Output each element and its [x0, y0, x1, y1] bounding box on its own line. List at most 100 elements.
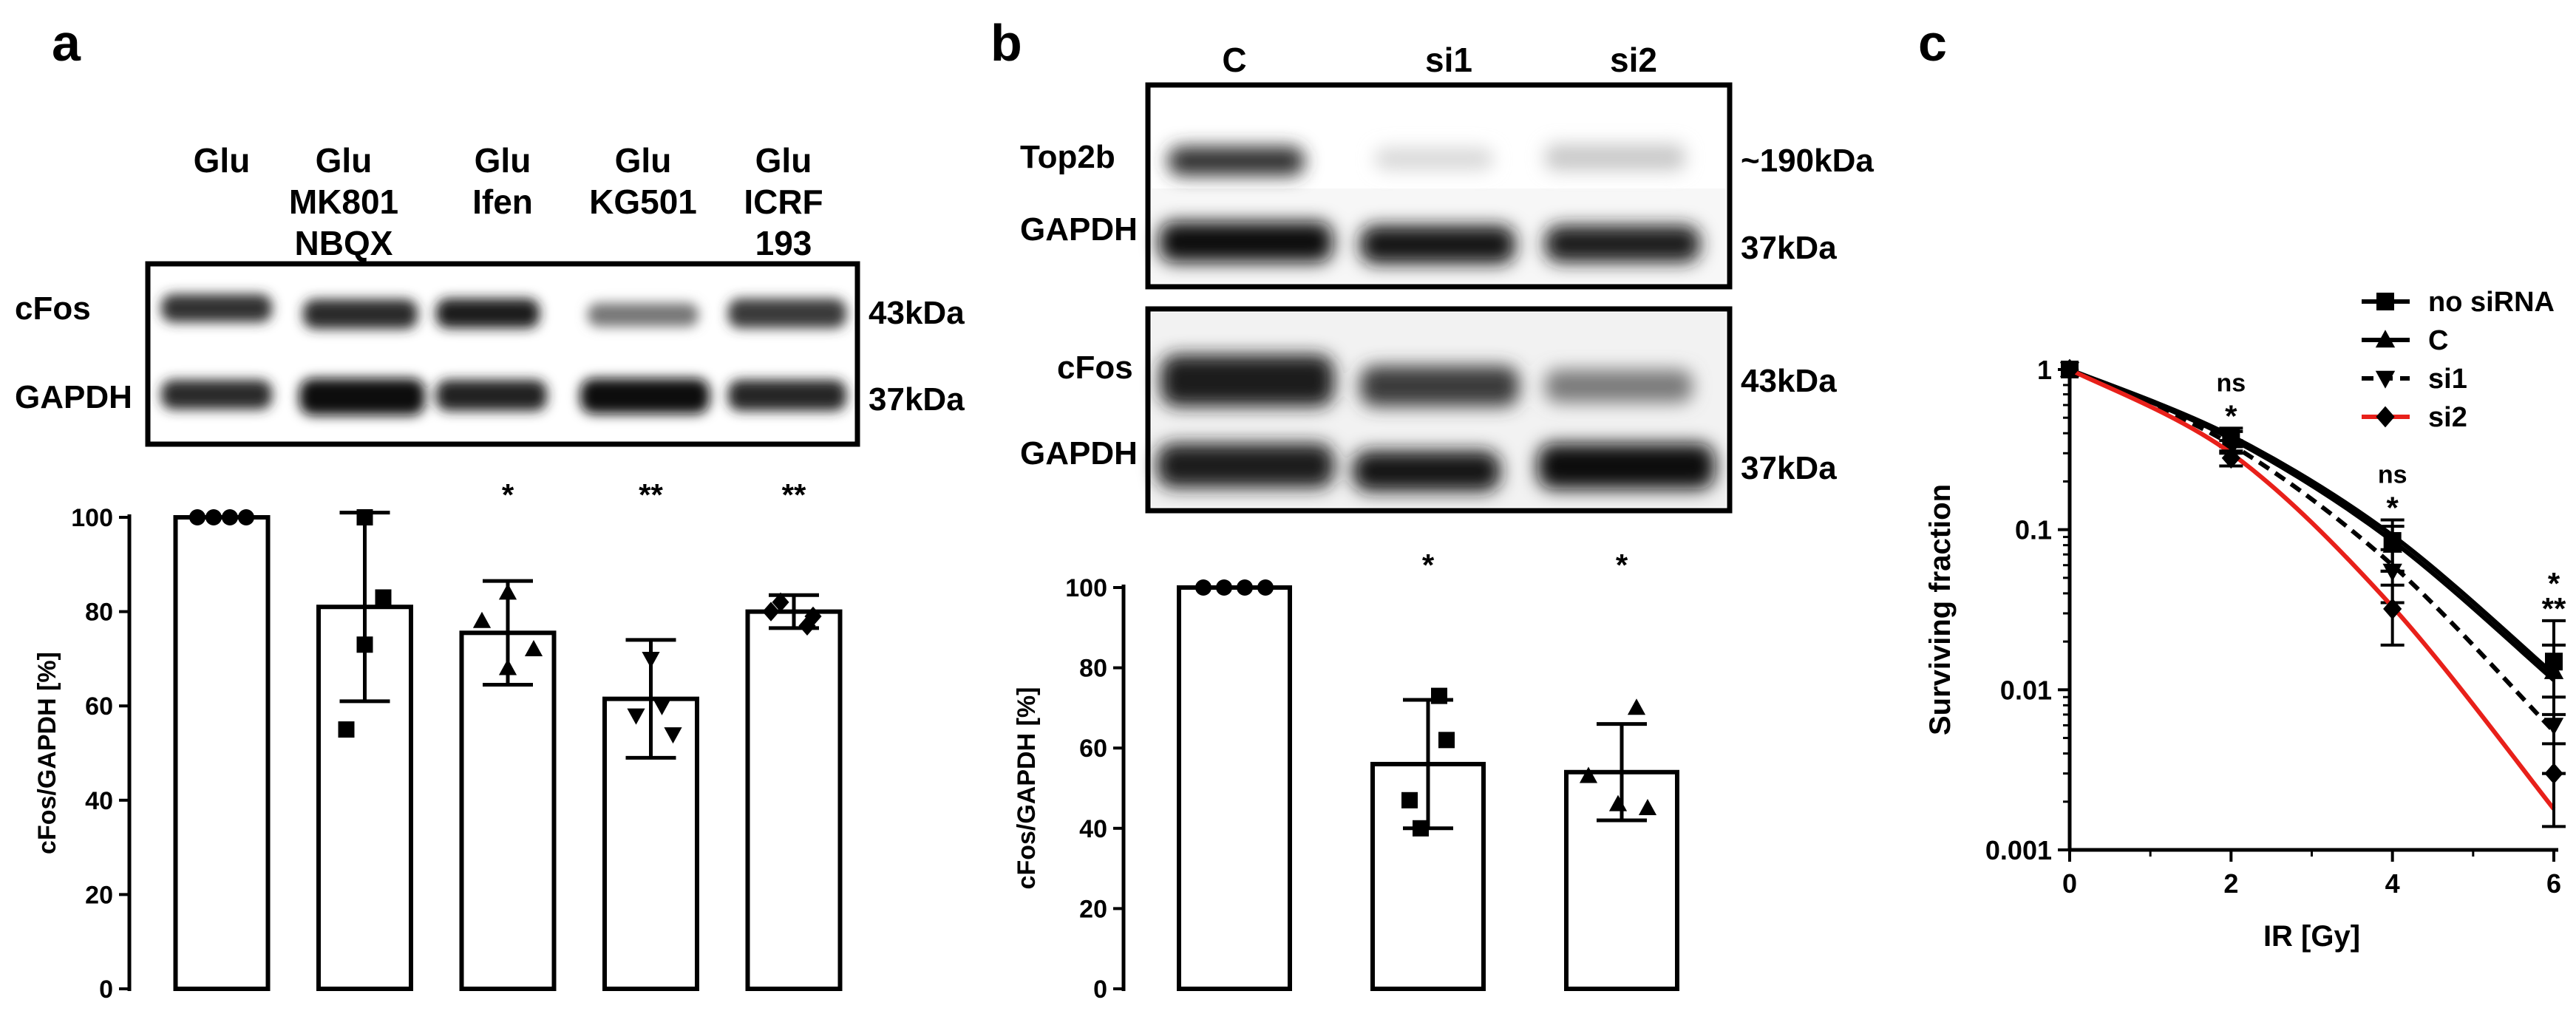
y-tick-label: 40 [1079, 815, 1107, 843]
lane-label-line: MK801 [289, 183, 398, 221]
data-point [338, 721, 355, 738]
significance-label: ** [782, 477, 806, 512]
significance-label: ** [2542, 591, 2566, 626]
y-tick-label: 0 [1093, 976, 1107, 1004]
bar [745, 609, 843, 991]
data-point [2383, 598, 2402, 620]
y-tick-label: 0.01 [2000, 675, 2052, 705]
legend-label: si1 [2428, 364, 2467, 395]
significance-label: ns [2378, 461, 2407, 489]
lane-label-a-1: Glu [194, 141, 251, 180]
data-point [1627, 698, 1646, 715]
x-tick-label: 4 [2385, 868, 2400, 899]
data-point [2543, 718, 2564, 736]
data-point [627, 708, 645, 725]
lane-label-line: ICRF [744, 183, 823, 221]
legend-marker [2376, 406, 2395, 428]
data-point [1195, 579, 1211, 596]
lane-label-line: 193 [755, 224, 812, 262]
x-tick-label: 2 [2223, 868, 2238, 899]
y-tick-label: 20 [85, 881, 113, 909]
data-point [472, 611, 492, 628]
panel-letter-c: c [1918, 14, 1947, 72]
data-point [1216, 579, 1232, 596]
data-point [356, 636, 373, 653]
significance-label: ns [2216, 369, 2246, 397]
y-tick-label: 60 [1079, 735, 1107, 763]
data-point [1579, 766, 1598, 783]
survival-chart-c: 1 0.1 0.01 0.001 0 2 4 6 IR [Gy] Surviving fracti… [1924, 287, 2566, 953]
x-axis-title: IR [Gy] [2263, 920, 2360, 953]
data-point [2544, 763, 2563, 785]
significance-label: * [2548, 566, 2560, 601]
y-tick-label: 80 [1079, 655, 1107, 683]
y-tick-label: 100 [1065, 574, 1107, 602]
panel-b-lane-labels: C si1 si2 [1222, 41, 1657, 79]
blot-row-label-a-cfos: cFos [15, 290, 91, 327]
fit-curve [2068, 367, 2556, 811]
data-point [238, 509, 254, 525]
data-point [1438, 732, 1455, 749]
kda-label-b-37-1: 37kDa [1741, 230, 1837, 266]
y-axis-title: cFos/GAPDH [%] [1013, 687, 1041, 890]
data-point [1431, 687, 1447, 704]
panel-letter-b: b [990, 14, 1022, 72]
y-tick-label: 60 [85, 692, 113, 721]
x-tick-label: 6 [2546, 868, 2561, 899]
data-point [2060, 358, 2079, 381]
data-point [2543, 661, 2564, 679]
lane-label-a-3: Glu Ifen [472, 141, 533, 221]
kda-label-a-43: 43kDa [869, 295, 965, 331]
significance-label: ** [639, 477, 663, 512]
data-point [762, 602, 780, 622]
data-point [498, 658, 517, 675]
data-point [222, 509, 238, 525]
y-tick-label: 0.001 [1985, 835, 2052, 865]
lane-label-line: Glu [316, 141, 373, 180]
lane-label-line: KG501 [589, 183, 697, 221]
y-axis-title: Surviving fraction [1924, 484, 1957, 735]
panel-b-blot-2 [1145, 306, 1733, 514]
y-tick-label: 0.1 [2015, 515, 2052, 545]
lane-label-line: NBQX [295, 224, 393, 262]
data-point [1413, 820, 1429, 837]
y-axis-title: cFos/GAPDH [%] [33, 652, 61, 854]
data-point [375, 589, 392, 606]
data-point [804, 606, 822, 627]
kda-label-b-43: 43kDa [1741, 363, 1837, 399]
bar [1177, 585, 1292, 991]
kda-label-b-37-2: 37kDa [1741, 450, 1837, 486]
blot-row-label-b-gapdh-2: GAPDH [1020, 435, 1138, 472]
data-point [1401, 792, 1418, 809]
lane-label-b-si1: si1 [1425, 41, 1472, 79]
lane-label-line: Glu [194, 141, 251, 180]
legend-label: si2 [2428, 402, 2467, 433]
lane-label-a-5: Glu ICRF 193 [744, 141, 823, 262]
significance-label: * [1422, 548, 1435, 582]
series-si2 [2060, 358, 2566, 828]
data-point [498, 583, 517, 600]
blot-row-label-b-gapdh-1: GAPDH [1020, 211, 1138, 248]
data-point [798, 616, 816, 636]
blot-bands-b-1 [1159, 144, 1700, 264]
blot-frame-a [145, 261, 860, 447]
series-c [2059, 359, 2566, 716]
significance-label: * [1616, 548, 1628, 582]
lane-label-line: Ifen [472, 183, 533, 221]
significance-label: * [502, 477, 514, 512]
bar [173, 515, 271, 991]
blot-bands-a [161, 294, 846, 415]
data-point [642, 652, 660, 669]
panel-a-blot [145, 261, 860, 447]
data-point [189, 509, 205, 525]
y-tick-label: 20 [1079, 895, 1107, 923]
blot-bands-b-2 [1157, 355, 1715, 491]
legend-marker [2375, 370, 2396, 389]
data-point [356, 509, 373, 525]
data-point [2382, 563, 2402, 582]
significance-label: * [2225, 398, 2237, 433]
y-tick-label: 1 [2037, 355, 2052, 385]
